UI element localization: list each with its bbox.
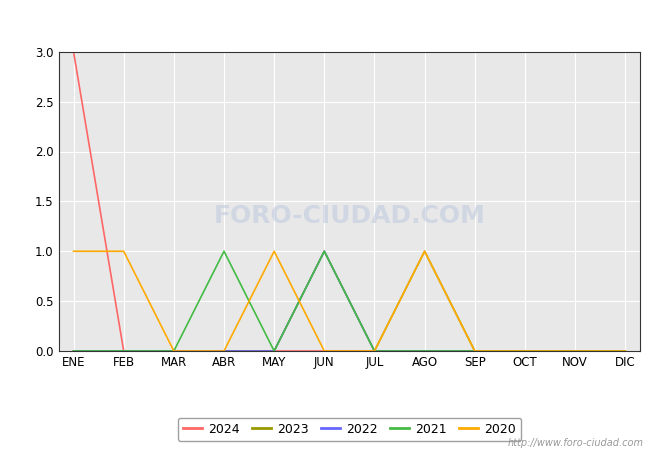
- Text: http://www.foro-ciudad.com: http://www.foro-ciudad.com: [508, 438, 644, 448]
- 2024: [70, 49, 77, 54]
- 2020: [170, 348, 177, 354]
- 2022: [270, 348, 278, 354]
- 2020: [70, 248, 77, 254]
- 2021: [370, 348, 378, 354]
- 2022: [370, 348, 378, 354]
- 2022: [220, 348, 228, 354]
- 2023: [270, 348, 278, 354]
- 2020: [320, 348, 328, 354]
- Text: Matriculaciones de Vehiculos en Valdelacasa: Matriculaciones de Vehiculos en Valdelac…: [116, 14, 534, 33]
- 2023: [571, 348, 579, 354]
- 2021: [170, 348, 177, 354]
- 2024: [370, 348, 378, 354]
- 2021: [270, 348, 278, 354]
- 2024: [471, 348, 478, 354]
- 2024: [220, 348, 228, 354]
- 2021: [621, 348, 629, 354]
- 2020: [370, 348, 378, 354]
- 2022: [320, 248, 328, 254]
- 2022: [621, 348, 629, 354]
- 2022: [170, 348, 177, 354]
- 2021: [471, 348, 478, 354]
- 2021: [70, 348, 77, 354]
- 2020: [421, 248, 428, 254]
- Line: 2022: 2022: [73, 251, 625, 351]
- Line: 2020: 2020: [73, 251, 625, 351]
- 2022: [120, 348, 127, 354]
- 2024: [571, 348, 579, 354]
- 2021: [571, 348, 579, 354]
- 2023: [521, 348, 529, 354]
- 2024: [120, 348, 127, 354]
- 2021: [120, 348, 127, 354]
- Line: 2024: 2024: [73, 52, 625, 351]
- 2020: [571, 348, 579, 354]
- 2022: [521, 348, 529, 354]
- 2021: [220, 248, 228, 254]
- 2024: [270, 348, 278, 354]
- 2023: [370, 348, 378, 354]
- Line: 2021: 2021: [73, 251, 625, 351]
- 2024: [320, 348, 328, 354]
- 2023: [120, 348, 127, 354]
- 2020: [120, 248, 127, 254]
- 2022: [70, 348, 77, 354]
- 2023: [220, 348, 228, 354]
- 2021: [320, 248, 328, 254]
- 2024: [621, 348, 629, 354]
- 2021: [521, 348, 529, 354]
- 2023: [421, 248, 428, 254]
- 2022: [471, 348, 478, 354]
- 2022: [421, 348, 428, 354]
- 2024: [521, 348, 529, 354]
- Text: FORO-CIUDAD.COM: FORO-CIUDAD.COM: [213, 204, 486, 228]
- 2020: [521, 348, 529, 354]
- 2023: [170, 348, 177, 354]
- 2023: [621, 348, 629, 354]
- 2023: [471, 348, 478, 354]
- 2020: [220, 348, 228, 354]
- 2020: [621, 348, 629, 354]
- 2023: [320, 248, 328, 254]
- Legend: 2024, 2023, 2022, 2021, 2020: 2024, 2023, 2022, 2021, 2020: [177, 418, 521, 441]
- Line: 2023: 2023: [73, 251, 625, 351]
- 2024: [421, 348, 428, 354]
- 2024: [170, 348, 177, 354]
- 2020: [471, 348, 478, 354]
- 2023: [70, 348, 77, 354]
- 2020: [270, 248, 278, 254]
- 2022: [571, 348, 579, 354]
- 2021: [421, 348, 428, 354]
